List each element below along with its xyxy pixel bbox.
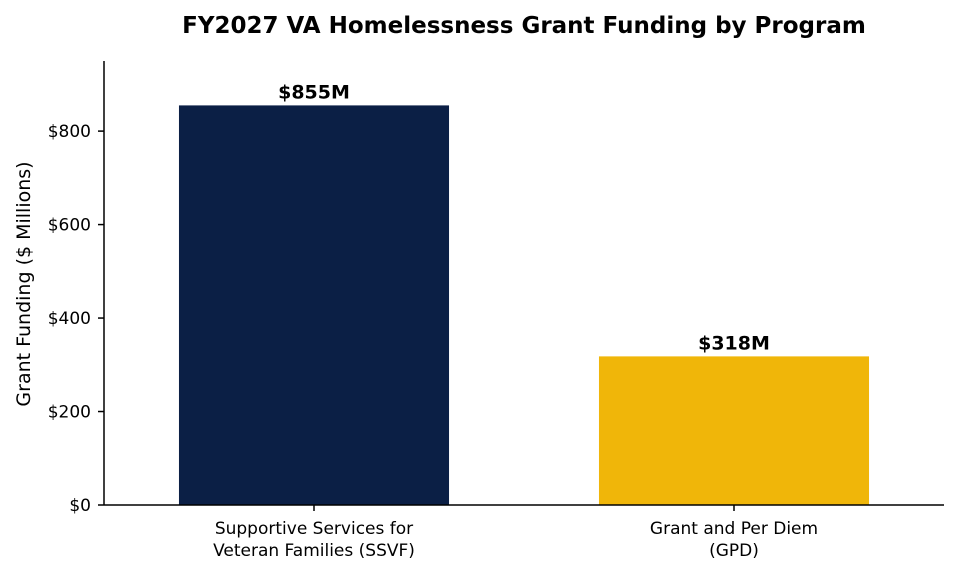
bars-group (178, 105, 870, 506)
bar-1 (598, 356, 870, 505)
y-tick-label-0: $0 (69, 496, 91, 516)
bar-value-label-0: $855M (278, 81, 350, 103)
plot-area: $855M $318M $0 $200 $400 $600 $800 Supportive… (48, 61, 944, 561)
y-tick-label-3: $600 (48, 216, 91, 236)
x-tick-label-1-1: (GPD) (709, 541, 759, 561)
x-tick-label-0-1: Veteran Families (SSVF) (213, 541, 415, 561)
x-tick-label-0-0: Supportive Services for (215, 519, 413, 539)
y-tick-label-4: $800 (48, 122, 91, 142)
x-tick-label-1-0: Grant and Per Diem (650, 519, 818, 539)
chart-title: FY2027 VA Homelessness Grant Funding by … (182, 13, 866, 39)
data-labels-group: $855M $318M (278, 81, 770, 354)
y-axis-label: Grant Funding ($ Millions) (13, 161, 35, 406)
y-axis-ticks: $0 $200 $400 $600 $800 (48, 122, 104, 516)
bar-value-label-1: $318M (698, 332, 770, 354)
y-tick-label-1: $200 (48, 403, 91, 423)
y-tick-label-2: $400 (48, 309, 91, 329)
bar-0 (178, 105, 450, 506)
